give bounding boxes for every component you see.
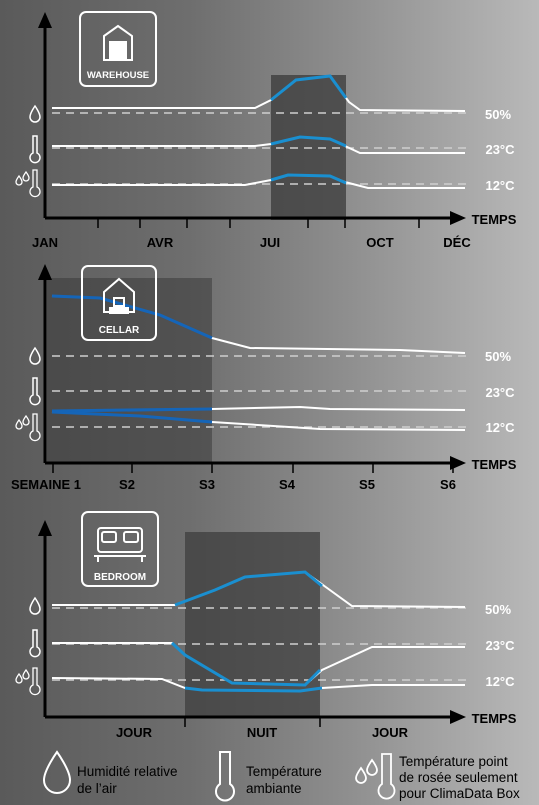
level-label-dewpoint: 12°C: [485, 178, 515, 193]
icon-label: CELLAR: [99, 325, 140, 336]
x-tick-label: JOUR: [116, 725, 153, 740]
cellar-icon-box: CELLAR: [81, 265, 157, 341]
legend: Humidité relative de l’air Température a…: [42, 750, 520, 802]
x-axis-arrow: [450, 211, 466, 225]
legend-label-line: de l’air: [77, 781, 117, 796]
legend-label-line: Température point: [399, 754, 508, 769]
panel-cellar: CELLAR 50% 23°C 12°C TEMPS SEMAINE 1 S2 …: [11, 264, 517, 492]
x-tick-label: DÉC: [443, 235, 471, 250]
level-label-humidity: 50%: [485, 349, 511, 364]
dewpoint-icon: [15, 169, 41, 198]
icon-label: BEDROOM: [94, 572, 146, 583]
series-humidity-highlight: [270, 74, 348, 102]
icon-label: WAREHOUSE: [87, 70, 149, 81]
panel-warehouse: WAREHOUSE 50% 23°C 12°C TEMPS JAN AVR JU…: [15, 11, 517, 250]
cellar-icon: [103, 277, 135, 314]
series-dewpoint-highlight: [184, 686, 323, 693]
y-axis-arrow: [38, 12, 52, 28]
x-axis-label: TEMPS: [472, 457, 517, 472]
x-tick-label: NUIT: [247, 725, 277, 740]
x-tick-label: SEMAINE 1: [11, 477, 81, 492]
legend-label-line: Humidité relative: [77, 764, 178, 779]
dewpoint-icon: [15, 413, 41, 442]
level-label-temperature: 23°C: [485, 142, 515, 157]
warehouse-icon: [103, 24, 133, 61]
legend-item-temperature: Température ambiante: [215, 751, 322, 802]
x-ticks: [97, 218, 420, 228]
x-tick-label: JUI: [260, 235, 280, 250]
warehouse-icon-box: WAREHOUSE: [79, 11, 157, 87]
y-axis-arrow: [38, 264, 52, 280]
series-humidity-highlight: [174, 570, 323, 607]
dewpoint-icon: [15, 667, 41, 696]
legend-label-line: Température: [246, 764, 322, 779]
x-tick-label: S6: [440, 477, 456, 492]
bedroom-icon: [94, 527, 146, 562]
series-temperature-highlight: [270, 135, 347, 148]
thermometer-icon: [29, 629, 41, 658]
series-temperature-highlight: [170, 641, 322, 687]
series-dewpoint-highlight: [51, 410, 213, 424]
x-tick-label: S2: [119, 477, 135, 492]
x-axis-label: TEMPS: [472, 711, 517, 726]
level-label-dewpoint: 12°C: [485, 674, 515, 689]
x-axis-arrow: [450, 456, 466, 470]
level-label-temperature: 23°C: [485, 385, 515, 400]
panel-bedroom: BEDROOM 50% 23°C 12°C TEMPS JOUR NUIT JO…: [15, 511, 517, 740]
x-tick-label: OCT: [366, 235, 394, 250]
series-humidity-highlight: [51, 294, 213, 340]
droplet-icon: [29, 104, 41, 123]
legend-label-line: de rosée seulement: [399, 770, 518, 785]
droplet-icon: [42, 750, 72, 794]
x-ticks: [52, 463, 454, 473]
droplet-icon: [29, 596, 41, 615]
thermometer-icon: [29, 135, 41, 164]
level-label-humidity: 50%: [485, 602, 511, 617]
legend-label-line: ambiante: [246, 781, 302, 796]
thermometer-icon: [29, 377, 41, 406]
x-tick-label: JAN: [32, 235, 58, 250]
thermometer-icon: [215, 751, 235, 802]
y-axis-arrow: [38, 520, 52, 536]
dewpoint-icon: [355, 753, 396, 800]
x-axis-label: TEMPS: [472, 212, 517, 227]
series-humidity: [52, 74, 466, 112]
legend-label-line: pour ClimaData Box: [399, 786, 520, 801]
x-axis-arrow: [450, 710, 466, 724]
x-tick-label: AVR: [147, 235, 174, 250]
x-tick-label: S4: [279, 477, 296, 492]
x-tick-label: S5: [359, 477, 375, 492]
series-dewpoint-highlight: [270, 173, 347, 185]
series-temperature-highlight: [51, 407, 213, 413]
reference-lines: [52, 112, 470, 185]
series-temperature: [52, 135, 465, 154]
bedroom-icon-box: BEDROOM: [81, 511, 159, 587]
level-label-dewpoint: 12°C: [485, 420, 515, 435]
level-label-temperature: 23°C: [485, 638, 515, 653]
legend-item-dewpoint: Température point de rosée seulement pou…: [355, 753, 520, 801]
x-tick-label: JOUR: [372, 725, 409, 740]
x-tick-label: S3: [199, 477, 215, 492]
level-label-humidity: 50%: [485, 107, 511, 122]
series-dewpoint: [52, 173, 465, 189]
droplet-icon: [29, 346, 41, 365]
highlight-band: [47, 278, 212, 463]
legend-item-humidity: Humidité relative de l’air: [42, 750, 178, 796]
x-ticks: [184, 717, 321, 727]
